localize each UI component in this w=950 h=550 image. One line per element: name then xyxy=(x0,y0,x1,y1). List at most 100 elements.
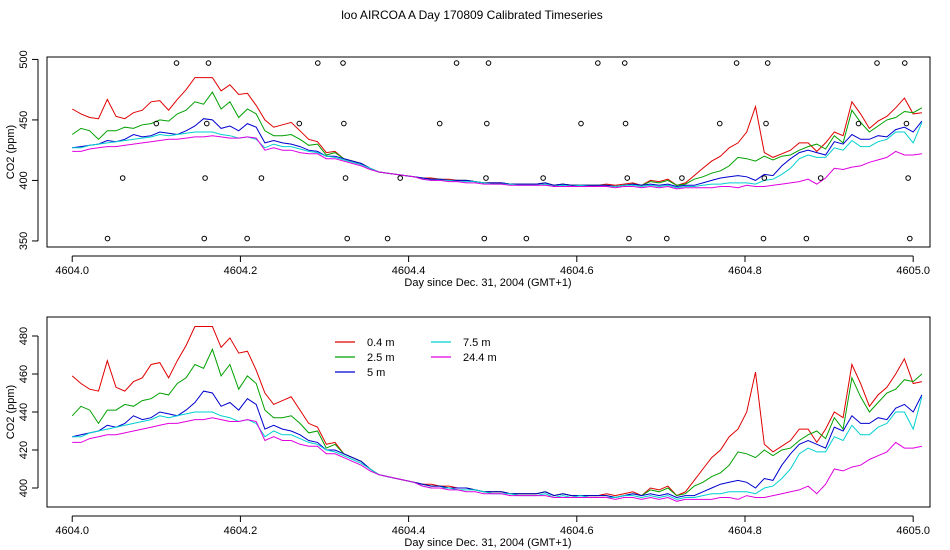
top-series-line-7-5-m xyxy=(72,122,923,189)
scatter-point xyxy=(624,175,631,181)
figure-title: loo AIRCOA A Day 170809 Calibrated Times… xyxy=(341,8,602,22)
top-x-tick-label: 4605.0 xyxy=(896,265,930,277)
scatter-point xyxy=(104,235,111,242)
scatter-point xyxy=(903,120,910,127)
scatter-point xyxy=(202,175,208,181)
top-series-line-5-m xyxy=(72,118,923,188)
top-x-tick-label: 4604.8 xyxy=(728,265,762,277)
scatter-point xyxy=(340,60,346,66)
top-scatter-points xyxy=(104,60,913,242)
bottom-y-tick-label: 400 xyxy=(18,479,30,497)
scatter-point xyxy=(817,175,824,181)
scatter-point xyxy=(523,235,530,242)
bottom-x-tick-label: 4604.8 xyxy=(728,525,762,537)
scatter-point xyxy=(153,120,160,127)
scatter-point xyxy=(453,60,460,66)
top-axes: 4604.0 4604.2 4604.4 4604.6 4604.8 4605.0 350 4… xyxy=(18,50,930,277)
top-plot-frame xyxy=(46,56,931,248)
scatter-point xyxy=(760,235,767,242)
bottom-x-tick-label: 4604.0 xyxy=(55,525,89,537)
bottom-series-line-24-4-m xyxy=(72,417,923,502)
top-series-line-24-4-m xyxy=(72,135,922,190)
legend-label: 5 m xyxy=(367,367,385,379)
bottom-y-tick-label: 440 xyxy=(18,403,30,421)
scatter-point xyxy=(205,60,212,66)
scatter-point xyxy=(484,120,490,127)
scatter-point xyxy=(761,175,768,181)
scatter-point xyxy=(201,235,208,242)
bottom-plot-frame xyxy=(46,316,931,508)
legend-label: 0.4 m xyxy=(367,337,395,349)
bottom-y-axis-label: CO2 (ppm) xyxy=(5,385,17,439)
scatter-point xyxy=(622,120,629,127)
bottom-series-line-2-5-m xyxy=(71,347,923,499)
scatter-point xyxy=(436,120,443,127)
scatter-point xyxy=(733,60,740,66)
bottom-x-axis-label: Day since Dec. 31, 2004 (GMT+1) xyxy=(404,537,571,549)
scatter-point xyxy=(763,120,769,127)
top-y-axis-label: CO2 (ppm) xyxy=(5,125,17,179)
scatter-point xyxy=(663,235,670,242)
scatter-point xyxy=(901,60,908,66)
bottom-x-tick-label: 4604.6 xyxy=(560,525,594,537)
top-series-lines xyxy=(71,77,923,190)
bottom-x-tick-label: 4605.0 xyxy=(896,525,930,537)
scatter-point xyxy=(258,175,265,181)
scatter-point xyxy=(481,235,488,242)
bottom-x-tick-label: 4604.4 xyxy=(392,525,426,537)
scatter-point xyxy=(483,175,489,181)
scatter-point xyxy=(764,60,771,66)
bottom-y-tick-label: 480 xyxy=(18,327,30,345)
top-y-tick-label: 400 xyxy=(18,171,30,189)
bottom-y-tick-label: 420 xyxy=(18,441,30,459)
top-y-tick-label: 350 xyxy=(18,232,30,250)
legend: 0.4 m 2.5 m 5 m 7.5 m 24.4 m xyxy=(335,337,497,379)
scatter-point xyxy=(344,235,351,242)
bottom-series-lines xyxy=(71,326,923,502)
legend-label: 24.4 m xyxy=(463,352,497,364)
scatter-point xyxy=(679,175,685,181)
scatter-point xyxy=(874,60,880,66)
top-y-tick-label: 500 xyxy=(18,50,30,68)
top-series-line-0-4-m xyxy=(71,77,922,186)
scatter-point xyxy=(314,60,321,66)
bottom-axes: 4604.0 4604.2 4604.4 4604.6 4604.8 4605.0 400 4… xyxy=(18,327,930,537)
legend-label: 7.5 m xyxy=(463,337,491,349)
scatter-point xyxy=(803,235,810,242)
top-x-tick-label: 4604.2 xyxy=(224,265,258,277)
scatter-point xyxy=(397,175,404,181)
scatter-point xyxy=(203,120,210,127)
top-y-tick-label: 450 xyxy=(18,111,30,129)
scatter-point xyxy=(119,175,126,181)
scatter-point xyxy=(244,235,250,242)
top-x-tick-label: 4604.6 xyxy=(560,265,594,277)
bottom-series-line-0-4-m xyxy=(71,326,923,497)
top-panel: 4604.0 4604.2 4604.4 4604.6 4604.8 4605.0 350 4… xyxy=(5,50,931,289)
bottom-series-line-5-m xyxy=(72,390,923,499)
scatter-point xyxy=(296,120,303,127)
scatter-point xyxy=(173,60,180,66)
scatter-point xyxy=(341,120,347,127)
top-x-axis-label: Day since Dec. 31, 2004 (GMT+1) xyxy=(404,277,571,289)
scatter-point xyxy=(595,60,601,66)
bottom-x-tick-label: 4604.2 xyxy=(224,525,258,537)
scatter-point xyxy=(905,175,911,181)
scatter-point xyxy=(578,120,584,127)
scatter-point xyxy=(716,120,723,127)
scatter-point xyxy=(540,175,546,181)
bottom-series-line-7-5-m xyxy=(72,396,923,500)
scatter-point xyxy=(626,235,632,242)
bottom-panel: 4604.0 4604.2 4604.4 4604.6 4604.8 4605.0 400 4… xyxy=(5,316,931,549)
scatter-point xyxy=(855,120,862,127)
scatter-point xyxy=(907,235,913,242)
scatter-point xyxy=(621,60,628,66)
scatter-point xyxy=(485,60,492,66)
top-x-tick-label: 4604.4 xyxy=(392,265,426,277)
top-x-tick-label: 4604.0 xyxy=(55,265,89,277)
top-series-line-2-5-m xyxy=(71,91,923,188)
bottom-y-tick-label: 460 xyxy=(18,365,30,383)
scatter-point xyxy=(342,175,349,181)
legend-label: 2.5 m xyxy=(367,352,395,364)
scatter-point xyxy=(384,235,391,242)
